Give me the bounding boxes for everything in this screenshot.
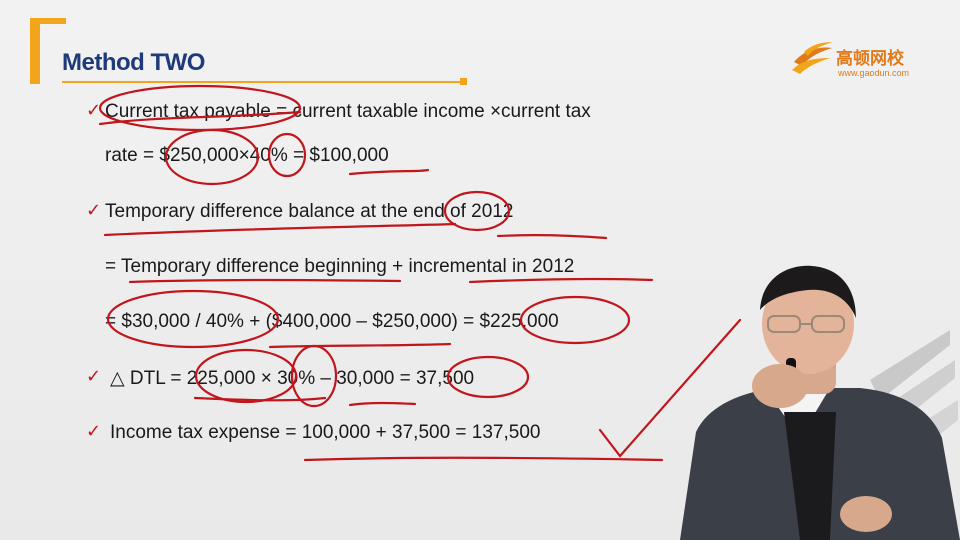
checkmark-icon: ✓	[86, 366, 102, 386]
checkmark-icon: ✓	[86, 200, 102, 220]
presenter-figure	[680, 265, 960, 540]
logo-url: www.gaodun.com	[838, 68, 910, 78]
wing-logo-icon	[792, 42, 832, 74]
line-income-tax-expense: Income tax expense = 100,000 + 37,500 = …	[110, 422, 541, 443]
title-bracket	[30, 18, 40, 84]
slide-title: Method TWO	[62, 49, 205, 76]
title-underline	[62, 81, 464, 83]
title-underline-dot	[460, 78, 467, 85]
line-difference-breakdown: = Temporary difference beginning + incre…	[105, 256, 575, 277]
logo-name: 高顿网校	[836, 49, 904, 68]
checkmark-icon: ✓	[86, 100, 102, 120]
line-temporary-difference: Temporary difference balance at the end …	[105, 201, 514, 222]
checkmark-icon: ✓	[86, 421, 102, 441]
brand-logo: 高顿网校 www.gaodun.com	[790, 38, 920, 82]
title-bracket-top	[30, 18, 66, 24]
